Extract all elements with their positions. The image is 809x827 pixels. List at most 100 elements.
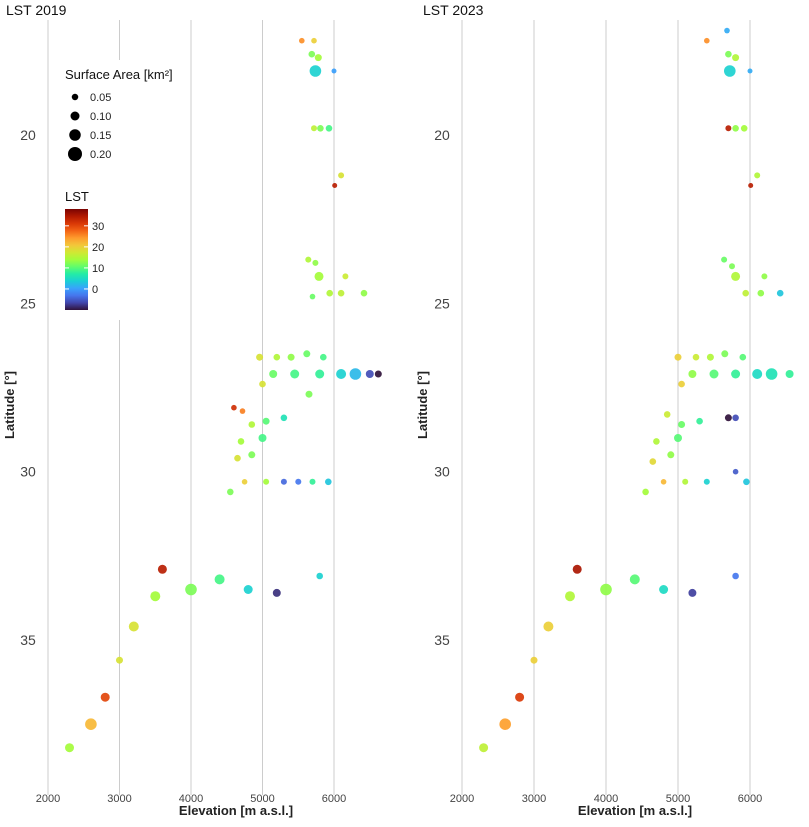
data-point	[565, 591, 575, 602]
data-point	[678, 380, 685, 388]
data-point	[234, 454, 241, 462]
data-point	[280, 414, 288, 422]
x-tick-label: 2000	[450, 793, 474, 805]
data-point	[309, 65, 322, 77]
size-legend-label: 0.05	[90, 92, 111, 104]
x-axis-label: Elevation [m a.s.l.]	[578, 803, 692, 818]
data-point	[732, 572, 739, 580]
data-point	[331, 68, 337, 74]
data-point	[659, 585, 669, 594]
data-point	[703, 478, 710, 485]
data-point	[241, 479, 248, 485]
y-tick-label: 20	[20, 127, 36, 143]
data-point	[704, 37, 710, 44]
x-tick-label: 5000	[666, 793, 690, 805]
data-point	[678, 421, 686, 428]
size-legend-key	[71, 93, 79, 101]
data-point	[349, 368, 362, 380]
data-point	[785, 370, 794, 378]
data-point	[515, 692, 525, 702]
data-point	[721, 350, 729, 358]
x-tick-label: 4000	[179, 793, 203, 805]
data-point	[309, 293, 316, 300]
data-point	[342, 273, 349, 280]
data-point	[530, 656, 538, 664]
data-point	[305, 390, 313, 398]
x-tick-labels: 2000 3000 4000 5000 6000	[36, 793, 346, 805]
data-point	[706, 353, 714, 361]
data-point	[116, 656, 123, 664]
data-point	[600, 583, 612, 596]
data-point	[731, 271, 741, 281]
size-legend: 0.05 0.10 0.15 0.20	[68, 92, 111, 161]
x-tick-label: 6000	[322, 793, 346, 805]
data-point	[649, 458, 657, 465]
data-point	[85, 718, 97, 730]
size-legend-key	[69, 129, 81, 141]
size-legend-key	[68, 147, 82, 161]
y-tick-label: 35	[20, 632, 36, 648]
data-point	[724, 27, 730, 34]
data-point	[314, 54, 322, 62]
color-legend-title: LST	[65, 189, 89, 204]
color-legend-ticks: 30 20 10 0	[65, 221, 104, 296]
data-point	[280, 478, 287, 485]
data-point	[732, 125, 739, 132]
data-point	[332, 183, 338, 188]
data-point	[754, 172, 761, 179]
data-point	[336, 369, 347, 379]
data-point	[660, 479, 667, 485]
size-legend-label: 0.20	[90, 149, 111, 161]
data-point	[185, 583, 197, 596]
x-tick-label: 3000	[107, 793, 131, 805]
data-point	[696, 417, 703, 425]
data-point	[479, 743, 489, 753]
data-point	[742, 289, 749, 297]
data-point	[308, 50, 316, 58]
data-point	[311, 125, 317, 132]
data-point	[259, 380, 266, 388]
data-point	[273, 353, 281, 361]
data-point	[374, 370, 382, 378]
data-point	[629, 574, 640, 585]
y-tick-label: 30	[20, 464, 36, 480]
data-point	[237, 438, 245, 445]
data-point	[688, 588, 697, 597]
data-point	[674, 434, 682, 442]
data-point	[732, 54, 740, 62]
data-point	[269, 370, 278, 378]
data-point	[272, 588, 281, 597]
data-point	[752, 369, 763, 379]
color-tick-label: 30	[92, 221, 104, 233]
size-legend-label: 0.10	[90, 111, 111, 123]
x-tick-label: 6000	[738, 793, 762, 805]
data-point	[299, 37, 305, 44]
y-tick-label: 20	[434, 127, 450, 143]
data-point	[258, 434, 267, 442]
data-point	[543, 621, 554, 632]
size-legend-label: 0.15	[90, 130, 111, 142]
data-point	[757, 289, 765, 297]
data-point	[256, 353, 264, 361]
legend: Surface Area [km²] 0.050.100.150.20 LST …	[60, 60, 173, 320]
y-axis-label: Latitude [°]	[415, 371, 430, 439]
gridlines	[461, 20, 751, 795]
data-point	[65, 743, 74, 753]
data-point	[243, 585, 253, 594]
x-tick-label: 3000	[522, 793, 546, 805]
data-point	[740, 125, 748, 132]
data-point	[150, 591, 161, 602]
y-tick-label: 30	[434, 464, 450, 480]
data-point	[214, 574, 225, 585]
data-point	[572, 564, 582, 574]
data-point	[743, 478, 750, 486]
y-tick-label: 35	[434, 632, 450, 648]
x-axis-label: Elevation [m a.s.l.]	[179, 803, 293, 818]
data-point	[682, 478, 689, 485]
data-points	[479, 27, 794, 753]
data-point	[653, 438, 660, 445]
data-point	[305, 256, 312, 263]
x-tick-label: 2000	[36, 793, 60, 805]
